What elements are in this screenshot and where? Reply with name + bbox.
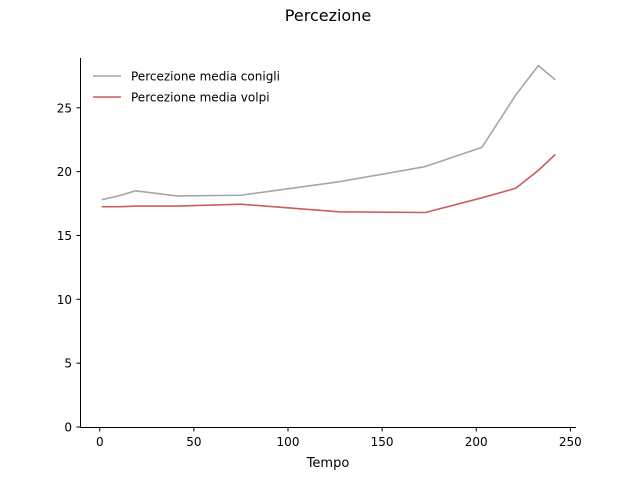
y-tick-label: 10 <box>57 293 72 307</box>
x-tick-label: 50 <box>186 435 201 449</box>
y-tick-label: 5 <box>64 357 72 371</box>
x-tick-label: 0 <box>96 435 104 449</box>
legend: Percezione media conigli Percezione media… <box>93 70 280 105</box>
y-tick-label: 15 <box>57 229 72 243</box>
series-line-1 <box>101 153 556 214</box>
legend-label-0: Percezione media conigli <box>131 70 280 84</box>
x-tick-label: 200 <box>465 435 488 449</box>
y-ticks: 0 5 10 15 20 25 <box>57 101 81 435</box>
chart-title: Percezione <box>285 6 371 25</box>
y-tick-label: 20 <box>57 165 72 179</box>
x-tick-label: 150 <box>371 435 394 449</box>
x-ticks: 0 50 100 150 200 250 <box>96 427 582 449</box>
y-tick-label: 0 <box>64 421 72 435</box>
series-line-0 <box>101 64 556 201</box>
y-tick-label: 25 <box>57 101 72 115</box>
legend-label-1: Percezione media volpi <box>131 91 270 105</box>
series-layer <box>101 64 556 214</box>
x-axis-label: Tempo <box>306 456 350 471</box>
x-tick-label: 250 <box>559 435 582 449</box>
x-tick-label: 100 <box>277 435 300 449</box>
